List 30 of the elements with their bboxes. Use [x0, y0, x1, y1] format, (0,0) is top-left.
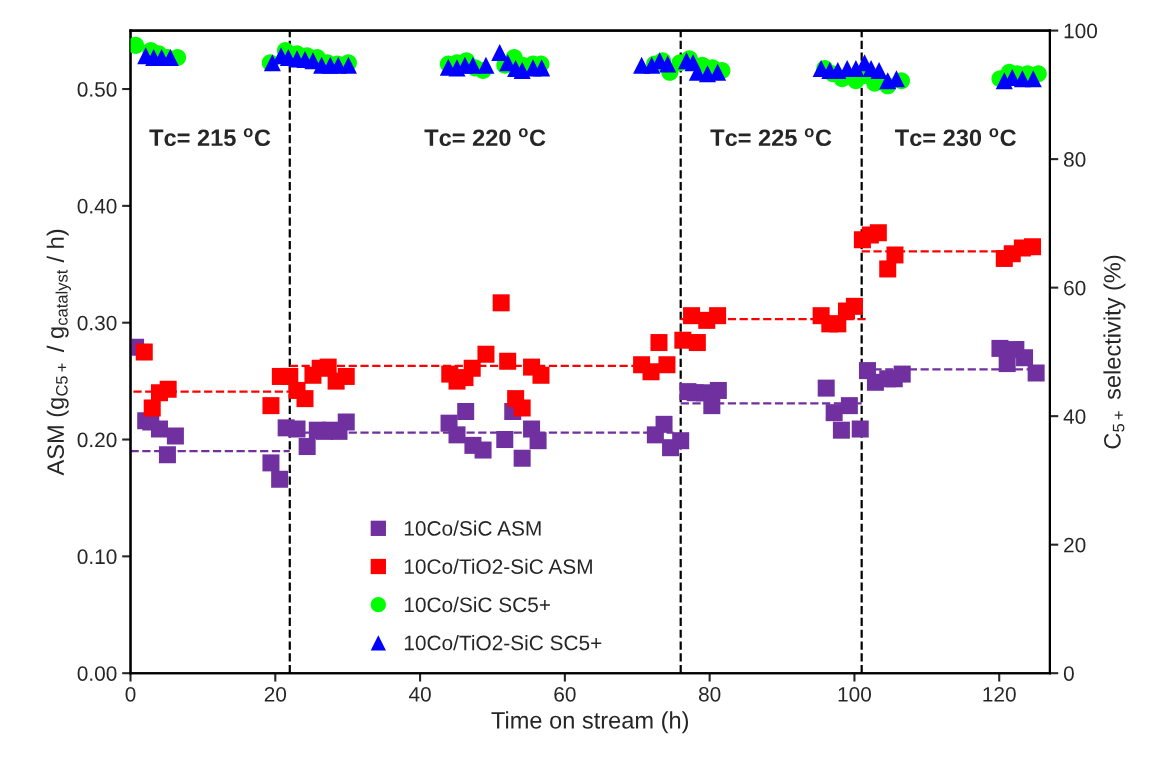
x-tick-label: 0 — [125, 686, 136, 702]
annotation: Tc= 225 $^{o}$C — [710, 128, 832, 147]
y2-tick-label: 20 — [1064, 537, 1086, 553]
x-tick-label: 60 — [554, 686, 576, 702]
annotation: Tc= 230 $^{o}$C — [895, 128, 1016, 147]
y2-tick-label: 80 — [1063, 152, 1086, 167]
y-tick-label: 0.10 — [77, 549, 117, 565]
y-tick-label: 0.40 — [77, 198, 117, 214]
legend-label: 10Co/SiC SC5+ — [404, 596, 550, 613]
x-axis-title: Time on stream (h) — [491, 711, 689, 734]
y2-axis-title: C$_{5+}$ selectivity (%) — [1103, 255, 1126, 449]
legend-label: 10Co/TiO2-SiC ASM — [404, 558, 592, 574]
y2-tick-label: 0 — [1063, 666, 1074, 681]
annotation: Tc= 220 $^{o}$C — [424, 128, 546, 147]
y2-tick-label: 40 — [1063, 409, 1086, 424]
annotation: Tc= 215 $^{o}$C — [149, 128, 271, 147]
y-tick-label: 0.30 — [77, 315, 117, 331]
y2-tick-label: 100 — [1064, 23, 1098, 39]
y-tick-label: 0.20 — [77, 432, 117, 448]
y-tick-label: 0.00 — [77, 666, 117, 681]
y-tick-label: 0.50 — [77, 82, 117, 97]
legend-label: 10Co/TiO2-SiC SC5+ — [404, 635, 602, 651]
x-tick-label: 80 — [698, 686, 721, 702]
x-tick-label: 20 — [264, 686, 287, 702]
legend-label: 10Co/SiC ASM — [404, 520, 541, 536]
x-tick-label: 40 — [408, 686, 431, 702]
y2-tick-label: 60 — [1064, 280, 1086, 296]
y-axis-title: ASM (g$_{C5+}$ / g$_{catalyst}$ / h) — [46, 229, 71, 476]
x-tick-label: 100 — [838, 686, 871, 702]
x-tick-label: 120 — [983, 686, 1016, 702]
